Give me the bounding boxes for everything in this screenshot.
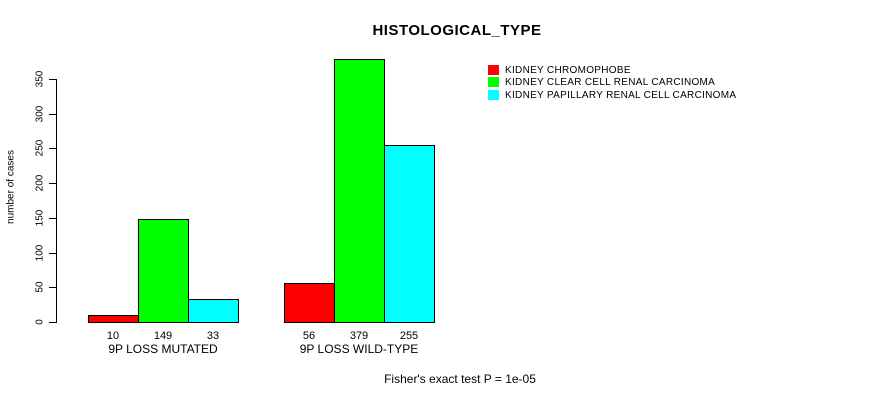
y-axis-tick (49, 183, 56, 184)
legend-swatch-icon (488, 65, 499, 75)
legend-item: KIDNEY CHROMOPHOBE (488, 64, 631, 76)
y-axis-tick (49, 218, 56, 219)
y-axis-tick-label: 250 (34, 139, 46, 157)
y-axis-label: number of cases (5, 150, 17, 224)
bar-value-label: 255 (399, 330, 419, 342)
y-axis-line (56, 79, 57, 323)
x-category-label: 9P LOSS MUTATED (108, 342, 218, 356)
bar-green-group2 (334, 59, 385, 323)
y-axis-tick (49, 148, 56, 149)
bar-cyan-group1 (188, 299, 239, 323)
bar-value-label: 33 (206, 330, 220, 342)
y-axis-tick-label: 0 (34, 319, 46, 325)
bar-value-label: 379 (349, 330, 369, 342)
bar-red-group2 (284, 283, 335, 323)
y-axis-tick-label: 100 (34, 244, 46, 262)
bar-green-group1 (138, 219, 189, 323)
bar-value-label: 10 (106, 330, 120, 342)
legend-item: KIDNEY PAPILLARY RENAL CELL CARCINOMA (488, 89, 736, 101)
bar-cyan-group2 (384, 145, 435, 323)
y-axis-tick (49, 253, 56, 254)
chart-title: HISTOLOGICAL_TYPE (372, 22, 542, 39)
legend-label: KIDNEY CLEAR CELL RENAL CARCINOMA (505, 76, 716, 88)
x-category-label: 9P LOSS WILD-TYPE (299, 342, 419, 356)
annotation-text: Fisher's exact test P = 1e-05 (384, 372, 536, 386)
legend-label: KIDNEY CHROMOPHOBE (505, 64, 631, 76)
legend-swatch-icon (488, 90, 499, 100)
legend-label: KIDNEY PAPILLARY RENAL CELL CARCINOMA (505, 89, 737, 101)
bar-value-label: 149 (153, 330, 173, 342)
legend-swatch-icon (488, 77, 499, 87)
y-axis-tick-label: 350 (34, 70, 46, 88)
y-axis-tick-label: 50 (34, 281, 46, 293)
y-axis-tick (49, 322, 56, 323)
y-axis-tick-label: 200 (34, 174, 46, 192)
legend-item: KIDNEY CLEAR CELL RENAL CARCINOMA (488, 76, 715, 88)
bar-value-label: 56 (302, 330, 316, 342)
y-axis-tick-label: 300 (34, 105, 46, 123)
y-axis-tick (49, 114, 56, 115)
bar-red-group1 (88, 315, 139, 323)
y-axis-tick (49, 79, 56, 80)
y-axis-tick (49, 287, 56, 288)
y-axis-tick-label: 150 (34, 209, 46, 227)
